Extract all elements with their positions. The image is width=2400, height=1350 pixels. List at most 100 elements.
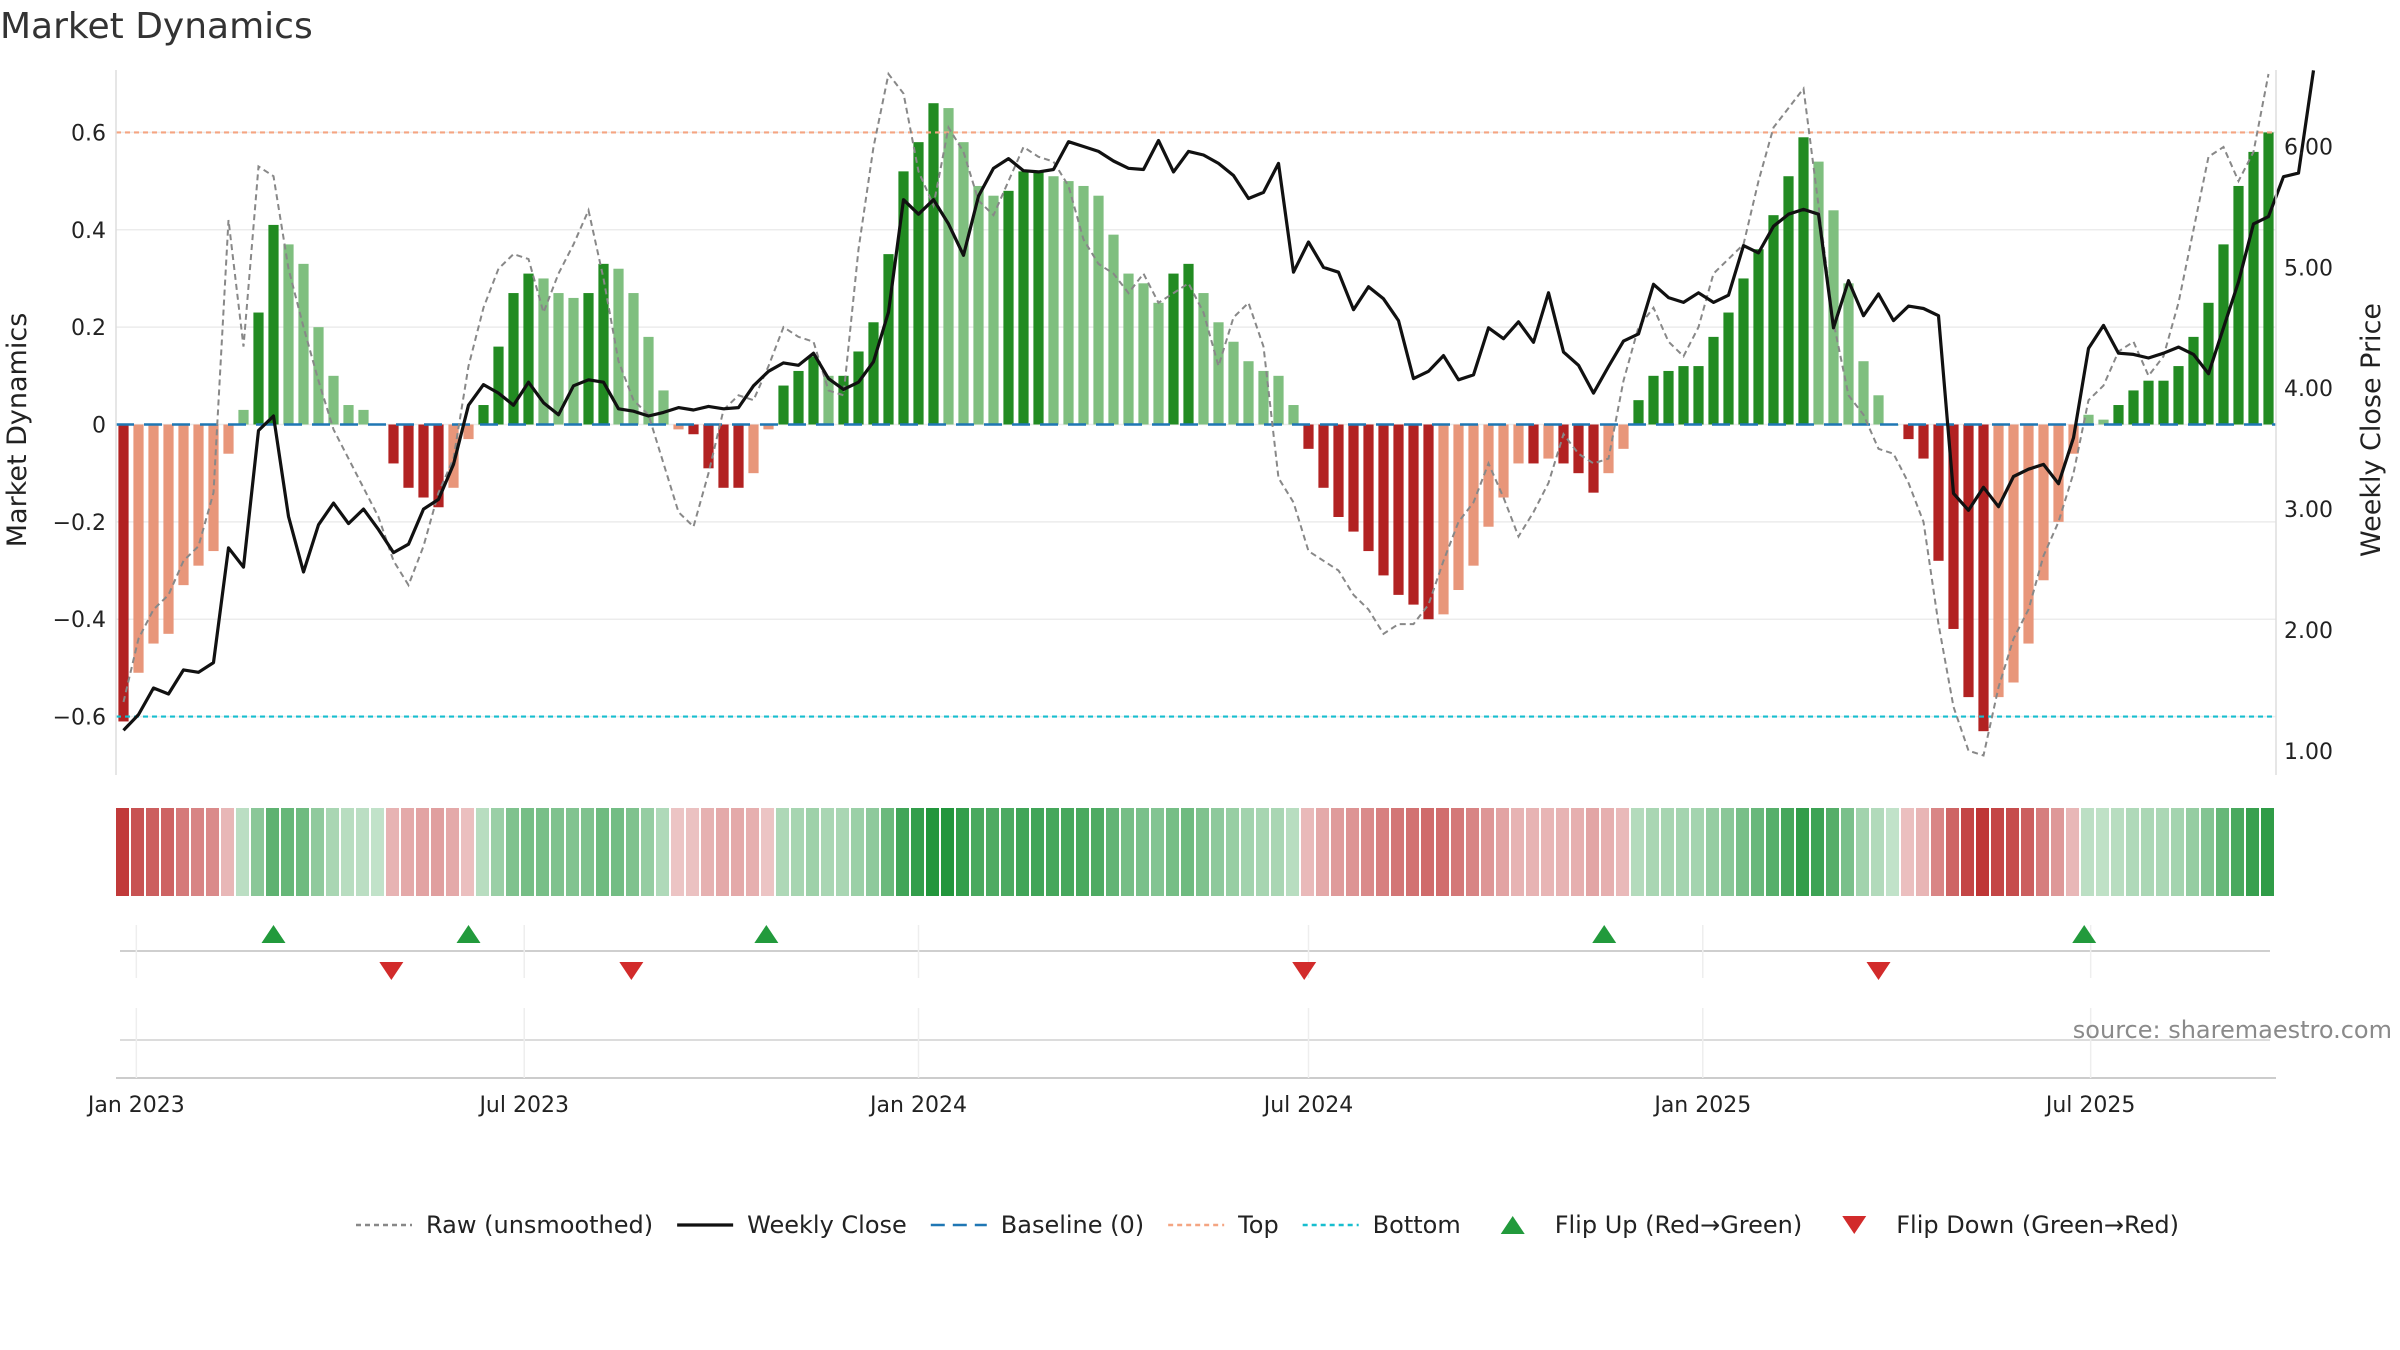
dynamics-bar — [1213, 322, 1224, 425]
regime-cell — [1076, 808, 1089, 896]
flip-down-marker — [379, 962, 404, 980]
dynamics-bar — [538, 278, 549, 425]
regime-cell — [686, 808, 699, 896]
regime-cell — [1031, 808, 1044, 896]
regime-cell — [1166, 808, 1179, 896]
regime-cell — [296, 808, 309, 896]
x-tick-label: Jul 2024 — [1262, 1093, 1354, 1118]
legend-label: Bottom — [1373, 1211, 1461, 1239]
dynamics-bar — [1798, 137, 1809, 425]
regime-cell — [1991, 808, 2004, 896]
flip-up-marker — [261, 925, 286, 943]
legend: Raw (unsmoothed) Weekly Close Baseline (0)… — [356, 1211, 2179, 1239]
regime-cell — [1766, 808, 1779, 896]
regime-cell — [1931, 808, 1944, 896]
dynamics-bar — [613, 268, 624, 425]
lines-layer — [116, 70, 2316, 757]
regime-cell — [1901, 808, 1914, 896]
regime-cell — [1466, 808, 1479, 896]
legend-item-baseline: Baseline (0) — [930, 1211, 1144, 1239]
regime-cell — [1661, 808, 1674, 896]
raw-series-line — [122, 71, 2270, 757]
regime-cell — [311, 808, 324, 896]
regime-cell — [1436, 808, 1449, 896]
regime-cell — [1121, 808, 1134, 896]
dynamics-bar — [1123, 273, 1134, 425]
regime-cell — [1841, 808, 1854, 896]
regime-cell — [2006, 808, 2019, 896]
dynamics-bar — [1933, 424, 1944, 561]
dynamics-bar — [1948, 424, 1959, 629]
regime-cell — [746, 808, 759, 896]
regime-cell — [1106, 808, 1119, 896]
regime-cell — [221, 808, 234, 896]
dynamics-bar — [883, 254, 894, 425]
regime-cell — [2081, 808, 2094, 896]
dynamics-bar — [1618, 424, 1629, 449]
dynamics-bar — [1558, 424, 1569, 464]
regime-cell — [446, 808, 459, 896]
dynamics-bar — [1753, 249, 1764, 425]
regime-cell — [1241, 808, 1254, 896]
dynamics-bar — [1528, 424, 1539, 464]
dynamics-bar — [1108, 234, 1119, 425]
regime-cell — [206, 808, 219, 896]
x-tick-label: Jan 2023 — [86, 1093, 185, 1118]
dynamics-bar — [2053, 424, 2064, 522]
regime-cell — [1256, 808, 1269, 896]
flip-down-marker — [1866, 962, 1891, 980]
regime-cell — [1331, 808, 1344, 896]
regime-cell — [131, 808, 144, 896]
regime-cell — [251, 808, 264, 896]
y-axis-title: Market Dynamics — [2, 313, 33, 548]
dynamics-bar — [853, 351, 864, 425]
dynamics-bar — [973, 185, 984, 425]
dynamics-bar — [223, 424, 234, 454]
dynamics-bar — [568, 297, 579, 425]
regime-cell — [371, 808, 384, 896]
regime-cell — [1556, 808, 1569, 896]
dynamics-bar — [1573, 424, 1584, 474]
regime-cell — [1151, 808, 1164, 896]
y2-tick-label: 3.00 — [2284, 498, 2333, 523]
dynamics-bar — [2128, 390, 2139, 425]
regime-cell — [521, 808, 534, 896]
regime-cell — [1871, 808, 1884, 896]
regime-cell — [461, 808, 474, 896]
y2-axis-title: Weekly Close Price — [2356, 303, 2387, 557]
regime-cell — [116, 808, 129, 896]
dynamics-bar — [2203, 302, 2214, 425]
regime-cell — [971, 808, 984, 896]
dynamics-bar — [1003, 190, 1014, 425]
dynamics-bar — [1483, 424, 1494, 527]
y-tick-label: −0.2 — [53, 511, 106, 536]
regime-cell — [1526, 808, 1539, 896]
dynamics-bar — [388, 424, 399, 464]
regime-cell — [491, 808, 504, 896]
regime-cell — [566, 808, 579, 896]
regime-cell — [2261, 808, 2274, 896]
dynamics-bar — [808, 356, 819, 425]
dynamics-bar — [1843, 283, 1854, 425]
dynamics-bar — [283, 244, 294, 425]
dynamics-bar — [1468, 424, 1479, 566]
regime-cell — [1751, 808, 1764, 896]
dynamics-bar — [2173, 366, 2184, 425]
regime-cell — [596, 808, 609, 896]
dynamics-bar — [1648, 375, 1659, 425]
legend-item-flip_up: Flip Up (Red→Green) — [1500, 1211, 1803, 1239]
dynamics-bar — [1603, 424, 1614, 474]
dynamics-bar — [1993, 424, 2004, 698]
y2-tick-label: 5.00 — [2284, 256, 2333, 281]
dynamics-bar — [1513, 424, 1524, 464]
dynamics-bar — [2143, 380, 2154, 425]
regime-cell — [1706, 808, 1719, 896]
regime-cell — [1721, 808, 1734, 896]
dynamics-bar — [898, 171, 909, 425]
bars-layer — [118, 103, 2274, 732]
regime-cell — [761, 808, 774, 896]
legend-label: Flip Up (Red→Green) — [1555, 1211, 1803, 1239]
legend-label: Weekly Close — [747, 1211, 907, 1239]
